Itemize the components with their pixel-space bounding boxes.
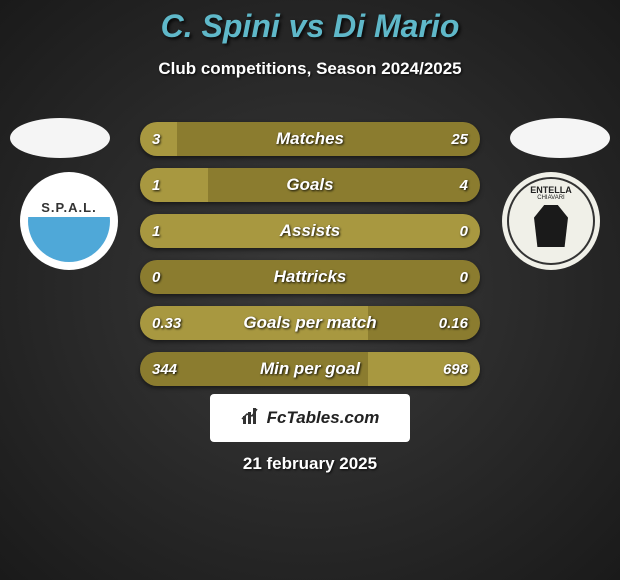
stat-value-left: 1: [152, 214, 160, 248]
page-title: C. Spini vs Di Mario: [0, 0, 620, 45]
club-badge-left: S.P.A.L.: [20, 172, 118, 270]
stat-value-right: 0: [460, 260, 468, 294]
player-photo-right: [510, 118, 610, 158]
page-subtitle: Club competitions, Season 2024/2025: [0, 59, 620, 79]
stat-label: Hattricks: [140, 260, 480, 294]
badge-inner-right: ENTELLA CHIAVARI: [507, 177, 595, 265]
stat-value-right: 0.16: [439, 306, 468, 340]
stat-bar: Hattricks0 0: [140, 260, 480, 294]
stat-value-left: 0.33: [152, 306, 181, 340]
chart-icon: [241, 406, 261, 431]
stat-bar: Matches3 25: [140, 122, 480, 156]
stat-label: Matches: [140, 122, 480, 156]
stat-value-left: 0: [152, 260, 160, 294]
stat-bar: Goals1 4: [140, 168, 480, 202]
stat-value-right: 0: [460, 214, 468, 248]
stat-value-left: 3: [152, 122, 160, 156]
badge-inner-left: S.P.A.L.: [28, 180, 110, 262]
fctables-badge[interactable]: FcTables.com: [210, 394, 410, 442]
date-text: 21 february 2025: [0, 454, 620, 474]
stat-value-right: 698: [443, 352, 468, 386]
stats-container: Matches325Goals14Assists10Hattricks00Goa…: [140, 122, 480, 398]
stat-value-right: 25: [451, 122, 468, 156]
stat-value-right: 4: [460, 168, 468, 202]
club-badge-right: ENTELLA CHIAVARI: [502, 172, 600, 270]
stat-label: Goals: [140, 168, 480, 202]
club-sub-right: CHIAVARI: [537, 195, 564, 201]
player-photo-left: [10, 118, 110, 158]
club-name-right: ENTELLA: [530, 185, 572, 195]
brand-text: FcTables.com: [267, 408, 380, 428]
knight-icon: [534, 205, 568, 247]
stat-bar: Min per goal344 698: [140, 352, 480, 386]
club-name-left: S.P.A.L.: [41, 200, 96, 215]
stat-value-left: 344: [152, 352, 177, 386]
stat-bar: Assists1 0: [140, 214, 480, 248]
stat-label: Goals per match: [140, 306, 480, 340]
stat-value-left: 1: [152, 168, 160, 202]
stat-label: Min per goal: [140, 352, 480, 386]
stat-bar: Goals per match0.33 0.16: [140, 306, 480, 340]
stat-label: Assists: [140, 214, 480, 248]
